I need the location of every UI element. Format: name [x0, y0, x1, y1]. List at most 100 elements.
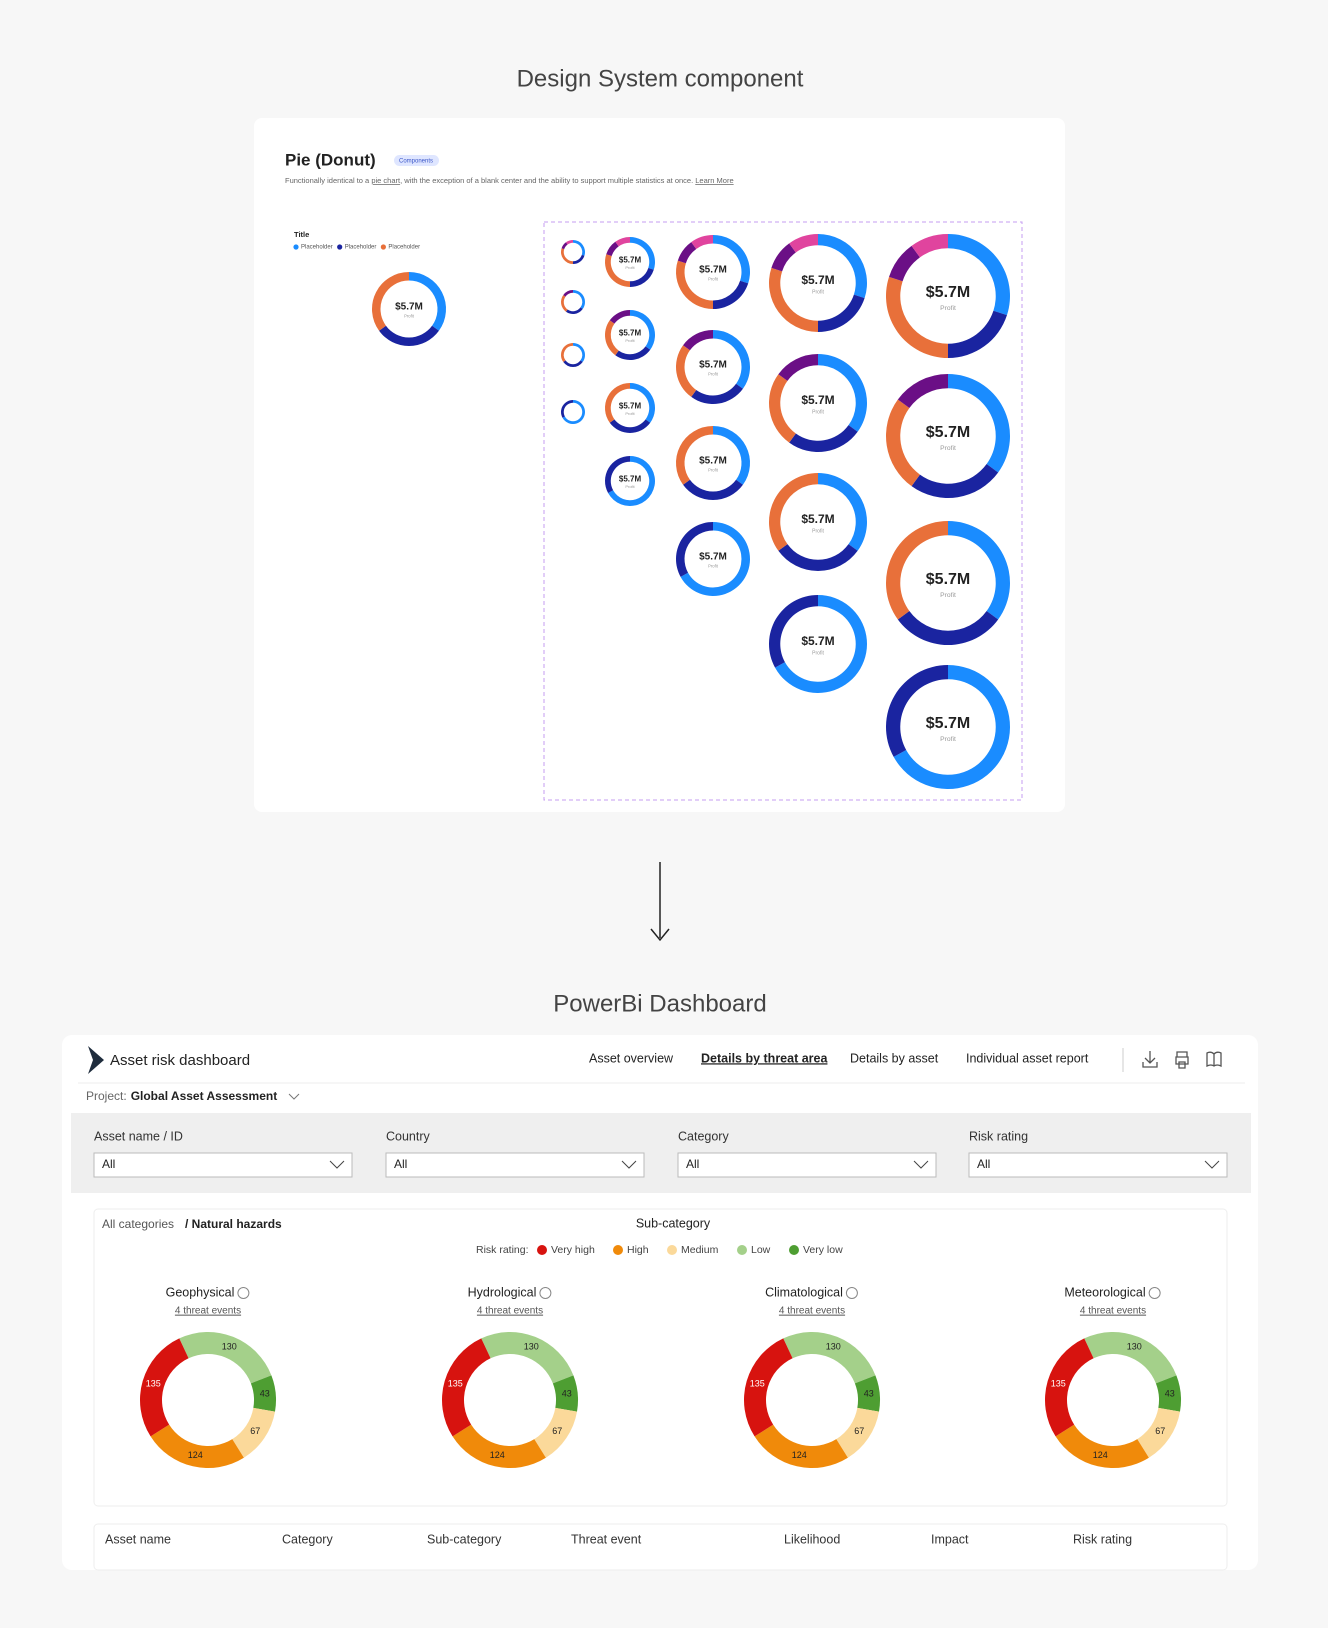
- legend-item: Placeholder: [388, 245, 420, 251]
- breadcrumb[interactable]: All categories: [102, 1217, 174, 1231]
- donut-label: Profit: [625, 411, 635, 416]
- info-icon[interactable]: [539, 1287, 552, 1299]
- filter-label: Risk rating: [969, 1129, 1028, 1143]
- donut-segment: [675, 260, 713, 309]
- table-header: Risk rating: [1073, 1532, 1132, 1546]
- donut-value: $5.7M: [699, 456, 727, 467]
- dropdown[interactable]: [677, 1152, 937, 1178]
- filter-label: Category: [678, 1129, 729, 1143]
- donut-segment: [250, 1375, 276, 1412]
- donut-segment: [1045, 1338, 1094, 1437]
- dropdown-value: All: [394, 1157, 407, 1171]
- donut-subtitle[interactable]: 4 threat events: [175, 1306, 241, 1317]
- description-part[interactable]: Learn More: [695, 176, 733, 185]
- book-icon[interactable]: [1206, 1051, 1222, 1068]
- donut-label: Profit: [940, 736, 956, 743]
- legend-dot: [737, 1245, 747, 1255]
- dropdown[interactable]: [968, 1152, 1228, 1178]
- description-part[interactable]: pie chart: [371, 176, 401, 185]
- donut-segment: [683, 479, 743, 501]
- legend-dot: [380, 244, 386, 250]
- info-icon[interactable]: [237, 1287, 250, 1299]
- donut-label: Profit: [708, 372, 719, 377]
- donut-label: Profit: [940, 445, 956, 452]
- dropdown-value: All: [977, 1157, 990, 1171]
- nav-item[interactable]: Individual asset report: [966, 1051, 1089, 1065]
- donut-segment: [606, 241, 619, 257]
- donut-segment: [744, 1338, 793, 1437]
- donut-value: $5.7M: [395, 302, 423, 313]
- donut-segment: [534, 1407, 578, 1458]
- donut-label: Profit: [625, 484, 635, 489]
- project-caret[interactable]: [288, 1093, 300, 1100]
- panel-title: Sub-category: [636, 1216, 711, 1230]
- donut-title: Hydrological: [468, 1285, 537, 1299]
- dropdown[interactable]: [93, 1152, 353, 1178]
- donut-value: $5.7M: [699, 360, 727, 371]
- donut-label: Profit: [812, 289, 824, 295]
- table-header: Sub-category: [427, 1532, 502, 1546]
- nav-item[interactable]: Details by asset: [850, 1051, 939, 1065]
- heading: PowerBi Dashboard: [553, 990, 766, 1017]
- donut-segment: [778, 354, 818, 381]
- donut-segment: [615, 237, 630, 247]
- donut-title: Geophysical: [166, 1285, 235, 1299]
- donut-segment: [372, 272, 409, 331]
- dropdown[interactable]: [385, 1152, 645, 1178]
- donut-segment: [179, 1332, 272, 1384]
- donut-segment: [1155, 1375, 1181, 1412]
- data-label: 43: [562, 1389, 572, 1399]
- heading: Design System component: [517, 65, 804, 92]
- nav-item[interactable]: Asset overview: [589, 1051, 674, 1065]
- donut-segment: [630, 237, 656, 270]
- legend-dot: [293, 244, 299, 250]
- legend-item: Placeholder: [301, 245, 333, 251]
- nav-item[interactable]: Details by threat area: [701, 1051, 828, 1065]
- donut-segment: [889, 245, 920, 282]
- info-icon[interactable]: [845, 1287, 858, 1299]
- legend-dot: [337, 244, 343, 250]
- donut-segment: [1084, 1332, 1177, 1384]
- download-icon[interactable]: [1142, 1051, 1158, 1068]
- donut-segment: [769, 374, 796, 443]
- donut-segment: [769, 595, 818, 668]
- donut-label: Profit: [940, 305, 956, 312]
- legend-dot: [667, 1245, 677, 1255]
- donut-segment: [886, 399, 920, 487]
- donut-segment: [442, 1338, 491, 1437]
- project-label: Project:: [86, 1089, 127, 1103]
- donut-segment: [452, 1424, 546, 1468]
- data-label: 43: [864, 1389, 874, 1399]
- data-label: 124: [1093, 1450, 1108, 1460]
- donut-value: $5.7M: [619, 329, 642, 338]
- donut-segment: [150, 1424, 244, 1468]
- donut-segment: [409, 272, 446, 331]
- donut-segment: [379, 325, 439, 346]
- table-header: Impact: [931, 1532, 969, 1546]
- donut-value: $5.7M: [619, 475, 642, 484]
- donut-subtitle[interactable]: 4 threat events: [1080, 1306, 1146, 1317]
- donut-segment: [1137, 1407, 1181, 1458]
- donut-segment: [675, 426, 713, 485]
- donut-segment: [886, 521, 948, 620]
- donut-segment: [818, 294, 865, 332]
- donut-segment: [676, 522, 713, 577]
- info-icon[interactable]: [1148, 1287, 1161, 1299]
- data-label: 135: [750, 1378, 765, 1388]
- donut-segment: [561, 294, 568, 312]
- donut-subtitle[interactable]: 4 threat events: [477, 1306, 543, 1317]
- dropdown-value: All: [102, 1157, 115, 1171]
- donut-label: Profit: [812, 528, 824, 534]
- donut-segment: [713, 330, 751, 389]
- donut-segment: [713, 280, 749, 309]
- description-part: , with the exception of a blank center a…: [400, 176, 695, 185]
- donut-subtitle[interactable]: 4 threat events: [779, 1306, 845, 1317]
- data-label: 67: [250, 1426, 260, 1436]
- print-icon[interactable]: [1175, 1051, 1189, 1069]
- breadcrumb-current: / Natural hazards: [185, 1217, 282, 1231]
- donut-segment: [897, 611, 999, 645]
- donut-segment: [948, 234, 1011, 316]
- donut-label: Profit: [708, 564, 719, 569]
- donut-segment: [573, 343, 586, 363]
